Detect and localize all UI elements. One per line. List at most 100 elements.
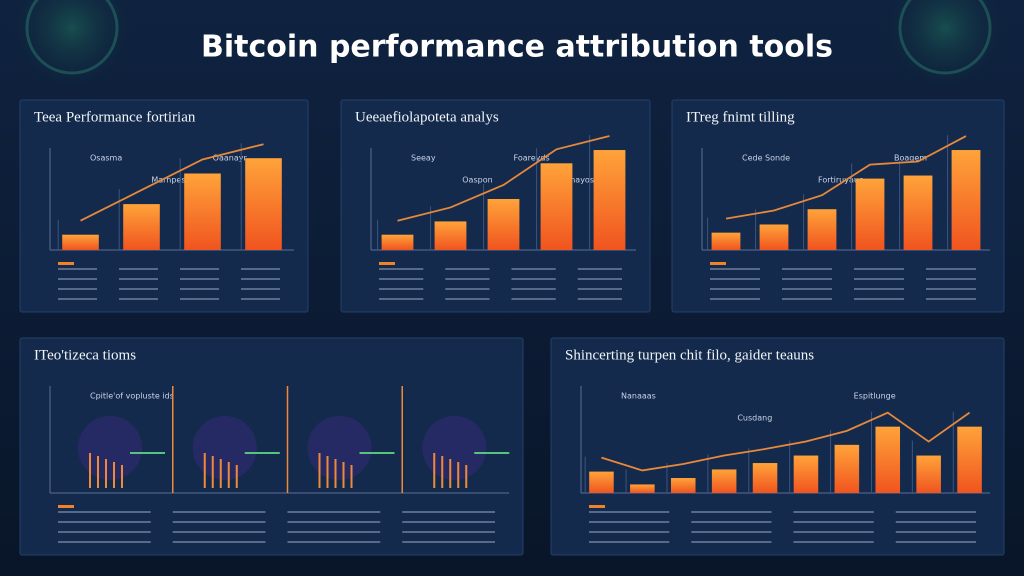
bar	[957, 426, 982, 493]
legend-line	[511, 288, 556, 290]
legend-swatch	[710, 262, 726, 265]
decor	[307, 416, 372, 480]
legend-line	[379, 278, 424, 280]
legend-swatch	[58, 505, 74, 508]
legend-line	[241, 288, 280, 290]
legend-line	[926, 278, 976, 280]
legend-swatch	[589, 505, 605, 508]
legend-line	[379, 288, 424, 290]
legend-line	[854, 288, 904, 290]
bar	[903, 175, 933, 250]
bar	[793, 455, 819, 493]
legend-swatch	[379, 262, 395, 265]
bar	[759, 224, 789, 250]
legend-line	[710, 288, 760, 290]
decor	[192, 416, 257, 480]
bar	[875, 426, 901, 493]
legend-line	[119, 278, 158, 280]
bar	[434, 221, 467, 250]
trend-line	[80, 143, 264, 222]
legend-line	[589, 511, 670, 513]
legend-line	[180, 298, 219, 300]
legend-line	[577, 298, 622, 300]
legend-line	[589, 521, 670, 523]
bar	[62, 234, 99, 250]
bar	[540, 163, 573, 250]
legend-line	[926, 288, 976, 290]
legend-line	[119, 268, 158, 270]
panel-title: Ueeaefiolapoteta analys	[355, 109, 499, 125]
legend-line	[782, 298, 832, 300]
legend-line	[577, 278, 622, 280]
legend-line	[589, 541, 670, 543]
bar	[184, 173, 221, 250]
decor	[898, 0, 992, 75]
panel-title: Shincerting turpen chit filo, gaider tea…	[565, 347, 814, 363]
panel	[19, 337, 524, 556]
annotation: Espitlunge	[854, 392, 896, 401]
legend-line	[445, 268, 490, 270]
legend-line	[402, 511, 495, 513]
bar	[752, 463, 778, 493]
legend-line	[691, 521, 772, 523]
annotation: Marnpes	[151, 176, 185, 185]
bar	[951, 150, 981, 250]
legend-line	[58, 531, 151, 533]
decor	[78, 416, 142, 480]
panel-title: ITeo'tizeca tioms	[34, 347, 136, 363]
legend-swatch	[58, 262, 74, 265]
legend-line	[710, 298, 760, 300]
bar	[855, 178, 885, 250]
legend-line	[854, 268, 904, 270]
legend-line	[180, 268, 219, 270]
panel	[19, 99, 309, 313]
legend-line	[58, 298, 97, 300]
bar	[381, 234, 414, 250]
bar	[711, 469, 737, 493]
legend-line	[287, 531, 381, 533]
legend-line	[710, 278, 760, 280]
legend-line	[402, 541, 495, 543]
legend-line	[926, 268, 976, 270]
legend-line	[58, 288, 97, 290]
annotation: Boagem	[894, 154, 927, 163]
bar	[593, 150, 626, 250]
legend-line	[782, 268, 832, 270]
legend-line	[691, 531, 772, 533]
legend-line	[511, 278, 556, 280]
legend-line	[58, 521, 151, 523]
legend-line	[895, 541, 976, 543]
annotation: Cpitle'of vopluste ids	[90, 392, 174, 401]
legend-line	[577, 288, 622, 290]
trend-line	[601, 411, 971, 472]
legend-line	[119, 288, 158, 290]
legend-line	[926, 298, 976, 300]
bar	[487, 199, 520, 250]
legend-line	[287, 541, 381, 543]
annotation: Oaspon	[462, 176, 492, 185]
legend-line	[58, 511, 151, 513]
decor	[422, 416, 487, 480]
legend-line	[58, 541, 151, 543]
panel	[671, 99, 1005, 313]
legend-line	[691, 511, 772, 513]
bar	[630, 484, 655, 493]
annotation: Cede Sonde	[742, 154, 790, 163]
bar	[711, 232, 741, 250]
annotation: Osasma	[90, 154, 122, 163]
annotation: Nanaaas	[621, 392, 656, 401]
bar	[807, 209, 837, 250]
bar	[670, 478, 696, 493]
legend-line	[241, 298, 280, 300]
legend-line	[241, 278, 280, 280]
legend-line	[895, 521, 976, 523]
panel-title: Teea Performance fortirian	[34, 109, 196, 125]
bar	[589, 471, 614, 493]
bar	[834, 444, 860, 493]
legend-line	[854, 298, 904, 300]
panels: Teea Performance fortirian Osasma Marnpes O…	[19, 99, 1005, 556]
legend-line	[172, 531, 266, 533]
legend-line	[511, 298, 556, 300]
